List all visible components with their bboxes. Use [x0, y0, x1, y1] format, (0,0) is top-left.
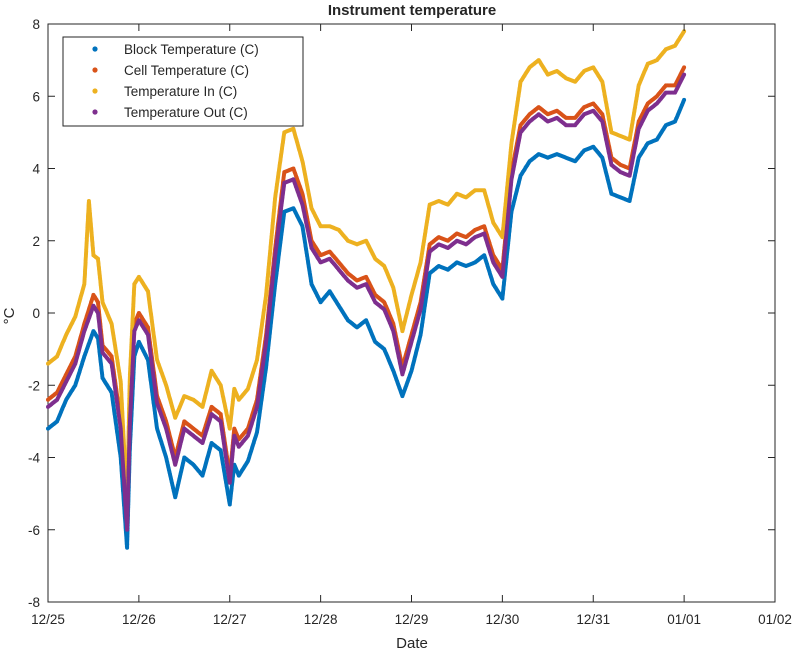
series-layer [46, 29, 687, 550]
chart-title: Instrument temperature [328, 2, 496, 19]
data-point [682, 65, 687, 70]
series-2 [46, 29, 687, 507]
data-point [682, 97, 687, 102]
